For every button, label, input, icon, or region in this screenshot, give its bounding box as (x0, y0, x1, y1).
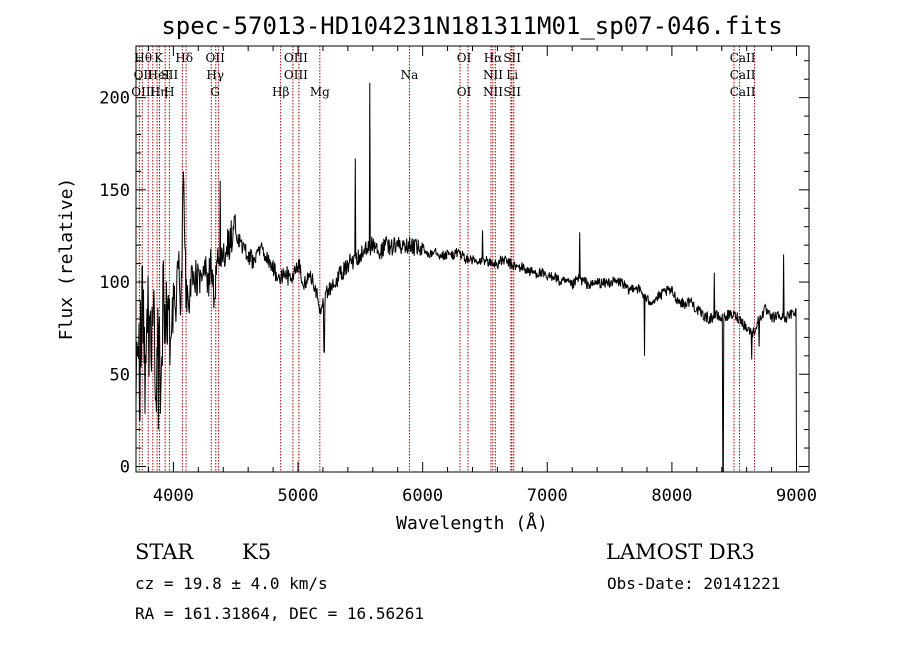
x-tick-label: 8000 (651, 486, 692, 506)
spectral-line-label: OI (457, 85, 472, 99)
x-tick-label: 6000 (402, 486, 443, 506)
spectral-line-label: Hθ (134, 51, 152, 65)
chart-title: spec-57013-HD104231N181311M01_sp07-046.f… (161, 12, 782, 40)
spectral-line-label: CaII (730, 51, 756, 65)
spectral-line-label: OII (134, 68, 154, 82)
object-class: STAR (135, 540, 194, 564)
spectral-line-label: G (210, 85, 220, 99)
x-tick-label: 4000 (153, 486, 194, 506)
x-axis: 4000 5000 6000 7000 8000 9000 (147, 46, 817, 506)
observation-date: Obs-Date: 20141221 (607, 574, 780, 593)
spectral-line-label: Li (506, 68, 518, 82)
spectral-subclass: K5 (242, 540, 271, 564)
spectral-line-label: H (164, 85, 174, 99)
spectral-line-label: OIII (284, 68, 308, 82)
y-axis: 0 50 100 150 200 (99, 60, 809, 477)
spectral-line-label: SII (503, 51, 521, 65)
y-axis-label: Flux (relative) (56, 178, 77, 341)
coordinates-info: RA = 161.31864, DEC = 16.56261 (135, 604, 424, 623)
spectral-line-label: CaII (730, 85, 756, 99)
spectral-line-label: K (154, 51, 164, 65)
y-tick-label: 0 (120, 457, 130, 477)
y-tick-label: 50 (110, 365, 130, 385)
x-tick-label: 7000 (527, 486, 568, 506)
redshift-info: cz = 19.8 ± 4.0 km/s (135, 574, 328, 593)
spectral-line-label: Hγ (206, 68, 224, 82)
spectral-line-label: NII (483, 68, 503, 82)
y-tick-label: 100 (99, 273, 130, 293)
spectral-line-label: Hδ (175, 51, 193, 65)
x-tick-label: 9000 (776, 486, 817, 506)
y-tick-label: 150 (99, 181, 130, 201)
spectral-line-label: SII (503, 85, 521, 99)
y-tick-label: 200 (99, 89, 130, 109)
spectral-line-label: Hβ (272, 85, 289, 99)
spectral-line-label: Mg (310, 85, 330, 99)
spectral-line-label: CaII (730, 68, 756, 82)
spectral-line-label: Hα (484, 51, 503, 65)
spectral-line-label: SII (161, 68, 179, 82)
x-tick-label: 5000 (278, 486, 319, 506)
x-axis-label: Wavelength (Å) (396, 512, 548, 534)
spectral-line-label: HeI (147, 68, 170, 82)
spectral-line-label: Hη (150, 85, 168, 99)
spectral-line-label: Na (401, 68, 419, 82)
survey-name: LAMOST DR3 (606, 540, 755, 564)
spectral-line-label: OI (457, 51, 472, 65)
spectral-line-label: NII (483, 85, 503, 99)
spectral-line-label: OII (206, 51, 226, 65)
spectral-line-label: OIII (284, 51, 308, 65)
spectral-line-label: OIII (131, 85, 155, 99)
flux-series-line (135, 82, 797, 473)
